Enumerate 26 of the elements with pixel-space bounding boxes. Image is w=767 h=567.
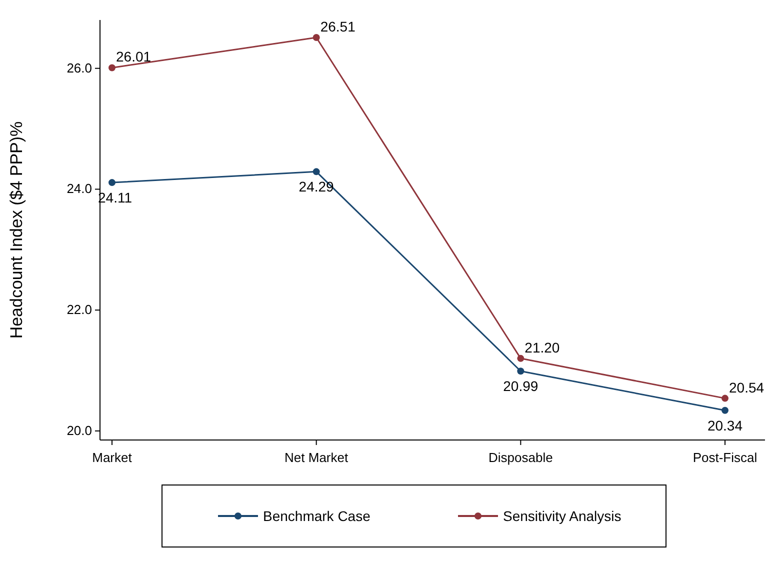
point — [722, 394, 728, 402]
y-axis-title: Headcount Index ($4 PPP)% — [7, 121, 26, 339]
x-tick-label: Disposable — [488, 450, 553, 465]
data-label: 26.01 — [116, 48, 152, 65]
data-label: 21.20 — [524, 339, 560, 356]
data-label: 24.29 — [298, 178, 334, 195]
y-tick-label: 24.0 — [66, 181, 92, 196]
y-tick-label: 22.0 — [66, 302, 92, 318]
point — [312, 34, 320, 42]
x-tick-label: Net Market — [284, 450, 349, 465]
x-tick-label: Post-Fiscal — [692, 450, 758, 465]
legend-label: Sensitivity Analysis — [503, 508, 622, 524]
data-label: 20.99 — [503, 378, 538, 394]
legend-label: Benchmark Case — [263, 508, 371, 524]
point — [312, 168, 320, 176]
y-tick-label: 26.0 — [66, 60, 92, 76]
x-tick-label: Market — [92, 450, 132, 465]
point — [108, 179, 116, 186]
y-tick-label: 20.0 — [66, 422, 92, 438]
point — [108, 64, 116, 72]
data-label: 26.51 — [320, 18, 356, 35]
point — [517, 368, 524, 375]
data-label: 20.34 — [707, 417, 743, 434]
point — [722, 406, 728, 414]
point — [517, 354, 524, 362]
data-label: 20.54 — [729, 379, 764, 396]
